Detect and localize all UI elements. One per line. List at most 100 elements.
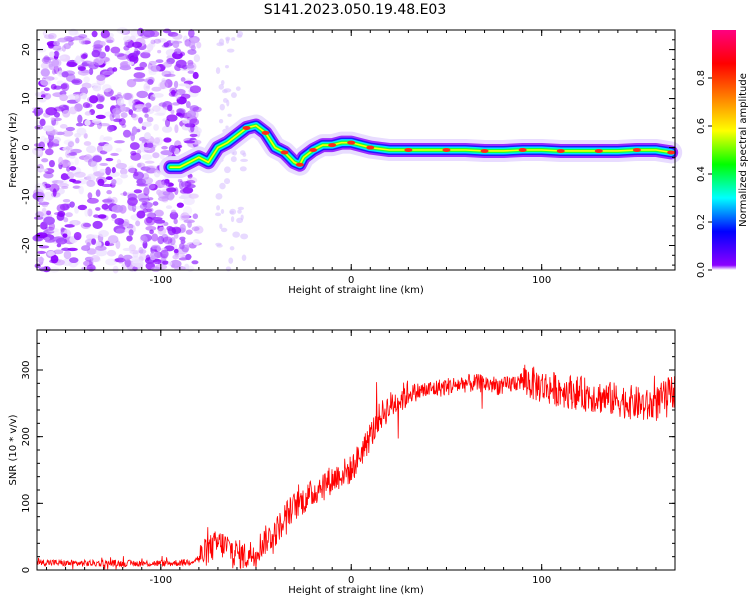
noise-blob	[139, 61, 148, 69]
noise-blob	[57, 211, 66, 217]
noise-blob	[90, 160, 98, 169]
noise-blob	[117, 53, 129, 60]
noise-blob	[170, 89, 176, 97]
noise-blob	[47, 228, 60, 233]
noise-blob	[191, 226, 200, 232]
noise-blob	[187, 28, 195, 38]
noise-blob	[128, 229, 134, 236]
noise-blob	[110, 152, 119, 156]
noise-blob	[92, 44, 104, 49]
noise-blob	[129, 249, 141, 255]
noise-blob	[142, 29, 155, 38]
noise-blob	[79, 92, 88, 100]
noise-blob	[128, 167, 138, 174]
noise-blob	[88, 175, 96, 181]
noise-blob	[92, 118, 102, 125]
noise-blob	[189, 85, 202, 94]
spectrogram-frame	[36, 29, 676, 271]
noise-blob	[91, 49, 101, 58]
noise-blob	[226, 99, 230, 107]
noise-blob	[60, 83, 68, 90]
noise-blob	[42, 30, 48, 37]
noise-blob	[157, 49, 162, 54]
noise-blob	[143, 187, 150, 196]
noise-blob	[61, 71, 69, 78]
noise-blob	[126, 78, 137, 88]
noise-blob	[144, 183, 156, 190]
noise-blob	[127, 61, 135, 65]
noise-blob	[102, 143, 113, 152]
noise-blob	[215, 193, 223, 200]
noise-blob	[96, 144, 103, 153]
noise-blob	[132, 113, 139, 121]
noise-blob	[130, 113, 137, 118]
noise-blob	[130, 28, 141, 38]
noise-blob	[191, 260, 199, 265]
noise-blob	[44, 226, 55, 231]
noise-blob	[96, 74, 106, 81]
colorbar-tick-label: 0.2	[696, 214, 707, 230]
noise-blob	[43, 229, 55, 234]
noise-blob	[105, 176, 113, 181]
noise-blob	[174, 48, 182, 55]
ridge-peak	[366, 145, 375, 150]
noise-blob	[161, 70, 172, 78]
noise-blob	[240, 233, 249, 240]
noise-blob	[67, 247, 78, 252]
noise-blob	[86, 179, 96, 188]
noise-blob	[105, 166, 112, 176]
noise-blob	[77, 204, 88, 211]
noise-blob	[227, 113, 232, 117]
noise-blob	[122, 247, 133, 252]
noise-blob	[141, 121, 152, 127]
noise-blob	[78, 34, 88, 39]
noise-blob	[228, 257, 234, 264]
y-tick-label: 200	[21, 427, 32, 446]
noise-blob	[186, 64, 195, 69]
noise-blob	[53, 249, 64, 255]
noise-blob	[63, 217, 69, 223]
noise-blob	[101, 183, 113, 188]
noise-blob	[173, 218, 178, 225]
noise-blob	[67, 161, 75, 166]
noise-blob	[33, 107, 44, 116]
noise-blob	[163, 137, 172, 143]
noise-blob	[62, 109, 71, 118]
noise-blob	[41, 56, 52, 64]
noise-blob	[151, 233, 159, 242]
noise-blob	[96, 103, 104, 110]
ridge-peak	[480, 148, 489, 153]
noise-blob	[162, 236, 173, 245]
noise-blob	[97, 214, 107, 219]
noise-blob	[144, 165, 156, 174]
noise-blob	[166, 114, 178, 122]
noise-blob	[175, 88, 186, 96]
noise-blob	[69, 257, 79, 264]
noise-blob	[140, 233, 153, 242]
noise-blob	[177, 144, 183, 149]
noise-blob	[157, 38, 167, 43]
noise-blob	[169, 259, 182, 268]
colorbar-ticks: 0.0 0.2 0.4 0.6 0.8	[696, 70, 712, 278]
noise-blob	[167, 32, 179, 37]
noise-blob	[136, 90, 149, 99]
y-tick-label: -20	[21, 237, 32, 253]
ridge-peak	[556, 148, 565, 153]
noise-blob	[56, 243, 62, 248]
noise-blob	[145, 216, 153, 224]
noise-blob	[131, 259, 144, 268]
noise-blob	[160, 249, 169, 259]
noise-blob	[145, 102, 152, 109]
noise-blob	[51, 58, 62, 68]
noise-blob	[107, 235, 119, 244]
noise-blob	[133, 72, 146, 79]
colorbar-tick-label: 0.8	[696, 70, 707, 86]
noise-blob	[173, 248, 179, 254]
noise-blob	[81, 40, 86, 45]
noise-blob	[162, 260, 169, 265]
noise-blob	[34, 182, 46, 192]
noise-blob	[52, 230, 60, 237]
noise-blob	[144, 160, 155, 164]
noise-blob	[151, 244, 161, 250]
noise-blob	[180, 77, 186, 82]
